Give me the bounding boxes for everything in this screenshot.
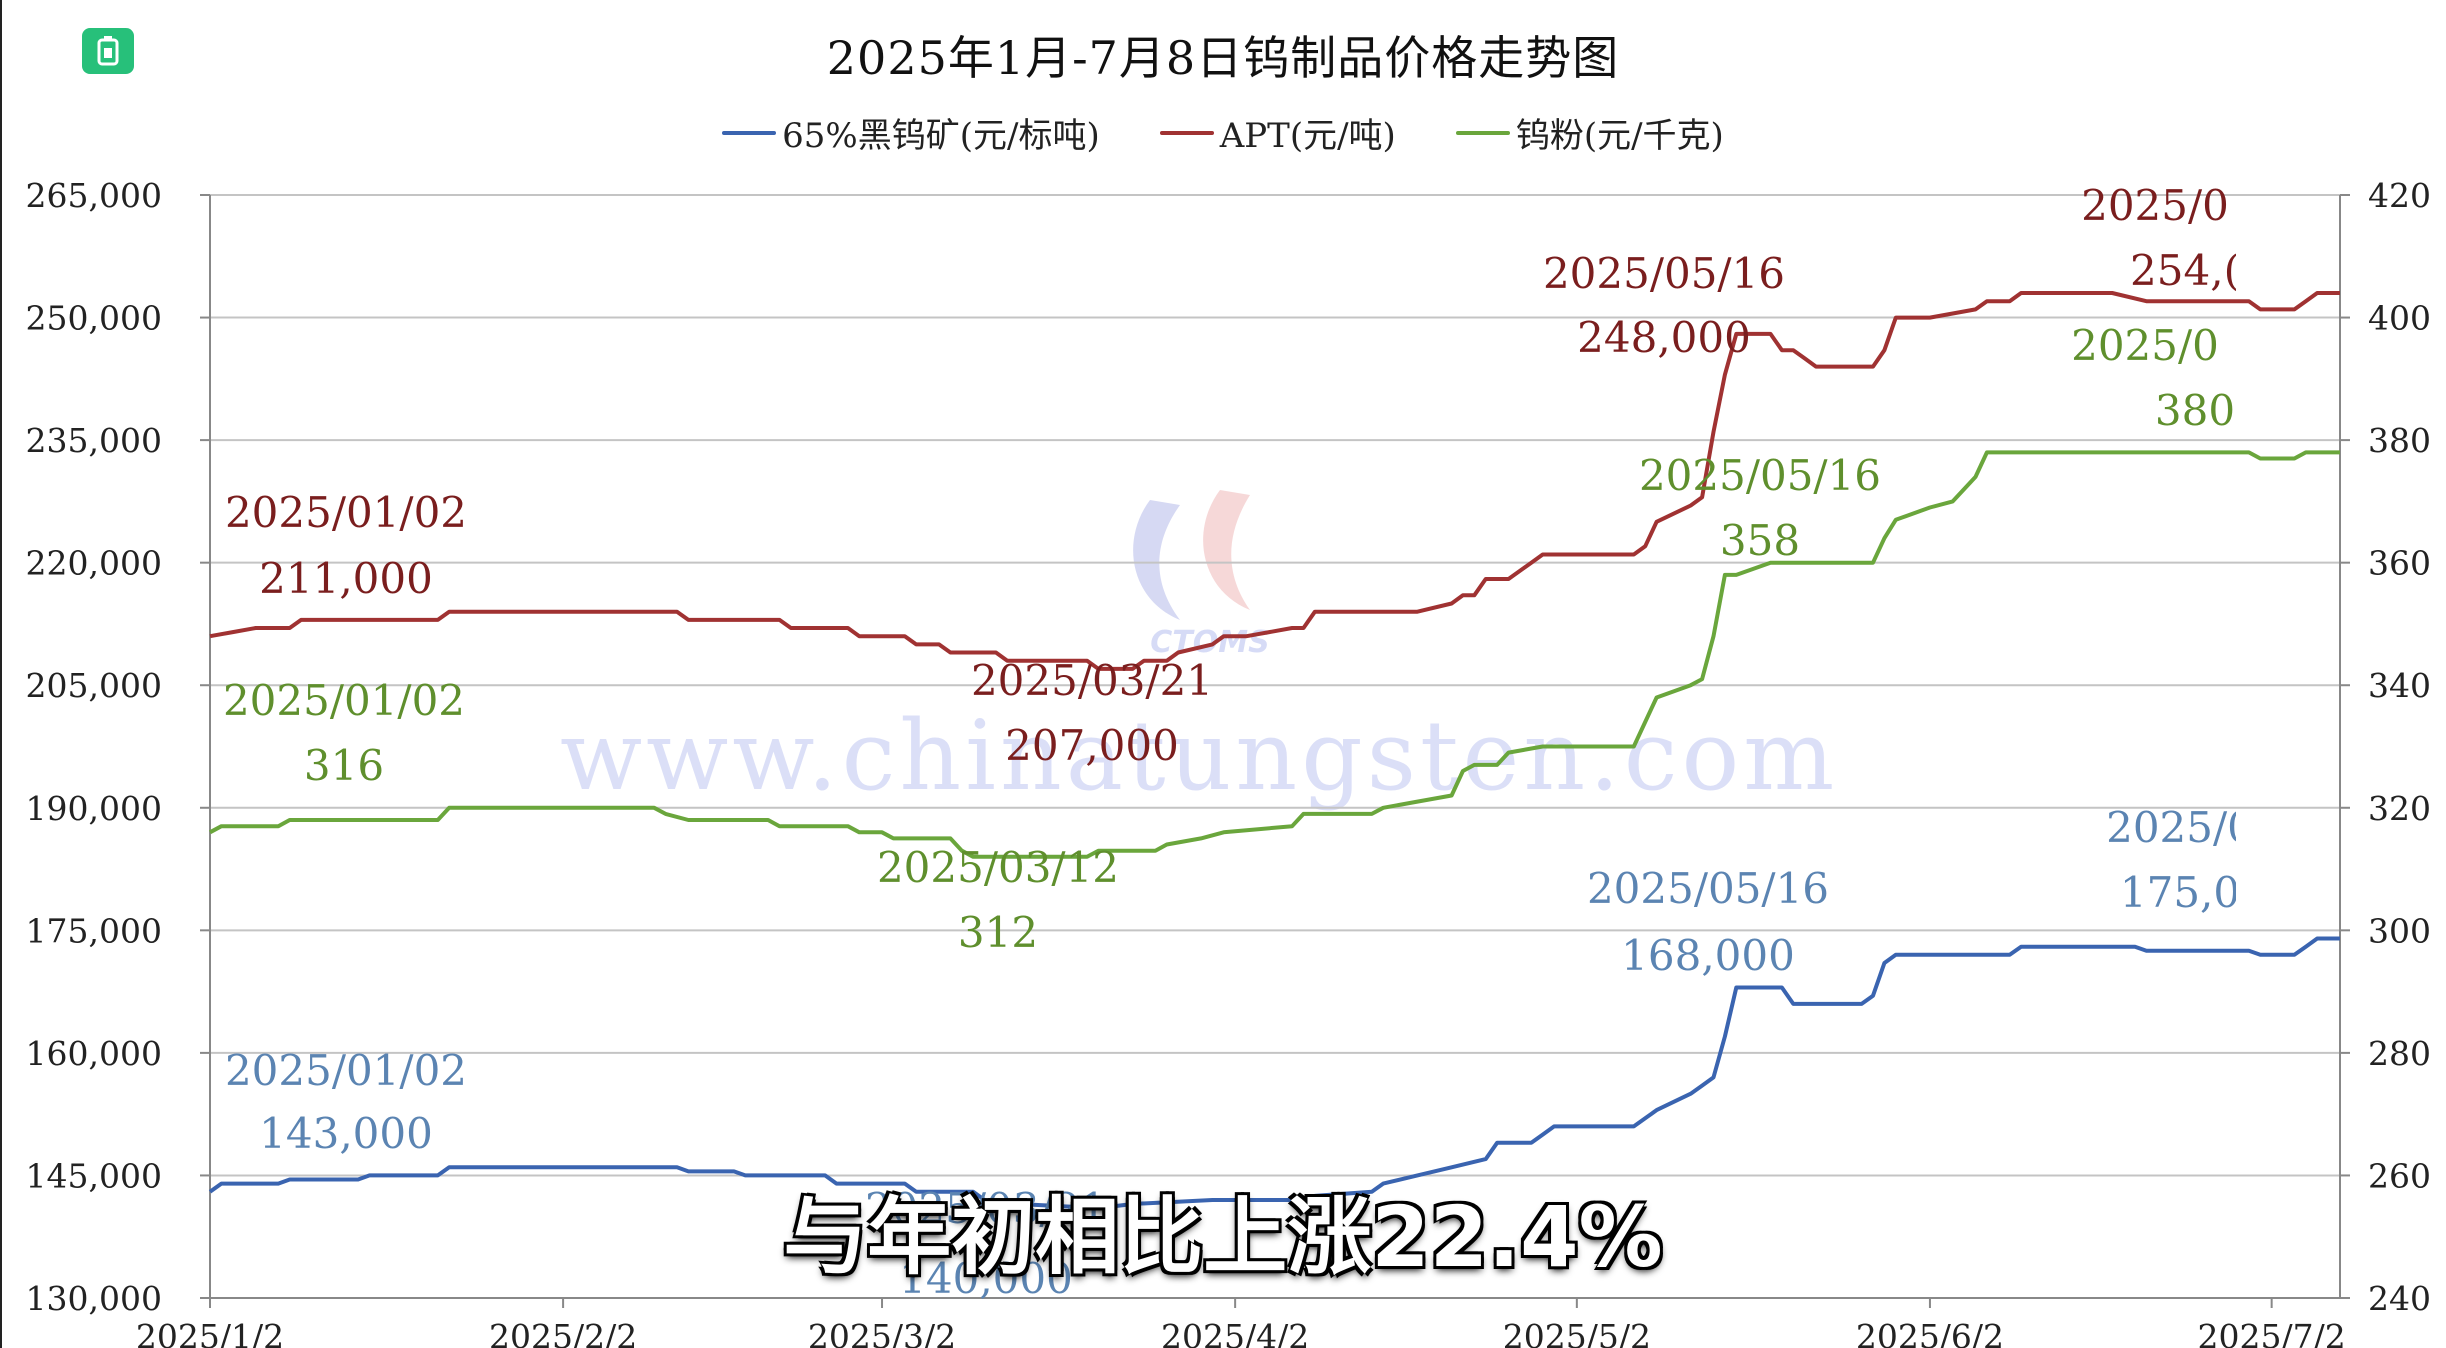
series-line-apt xyxy=(209,291,2340,671)
y-right-tick-label: 400 xyxy=(2368,299,2431,338)
legend-swatch-apt xyxy=(1159,130,1214,135)
data-label-date: 2025/03/21 xyxy=(971,656,1213,705)
data-label-value: 143,000 xyxy=(259,1109,433,1158)
y-left-tick-label: 265,000 xyxy=(26,176,162,215)
y-left-tick-label: 130,000 xyxy=(26,1279,162,1318)
data-label-date: 2025/0 xyxy=(2081,181,2229,230)
y-right-tick-label: 340 xyxy=(2368,666,2431,705)
x-tick-label: 2025/3/2 xyxy=(808,1317,956,1348)
chart-title: 2025年1月-7月8日钨制品价格走势图 xyxy=(826,31,1620,85)
y-left-tick-label: 205,000 xyxy=(26,666,162,705)
data-label-value: 316 xyxy=(304,741,384,790)
y-left-tick-label: 175,000 xyxy=(26,911,162,950)
x-tick-label: 2025/4/2 xyxy=(1161,1317,1309,1348)
data-label-date: 2025/01/02 xyxy=(225,1046,467,1095)
watermark-text: www.chinatungsten.com xyxy=(560,700,1839,812)
y-right-tick-label: 300 xyxy=(2368,911,2431,950)
x-tick-label: 2025/1/2 xyxy=(136,1317,284,1348)
data-label-value: 248,000 xyxy=(1577,313,1751,362)
y-left-tick-label: 190,000 xyxy=(26,789,162,828)
data-label-value: 207,000 xyxy=(1005,721,1179,770)
y-left-tick-label: 145,000 xyxy=(26,1156,162,1195)
data-label-date: 2025/0 xyxy=(2071,321,2219,370)
watermark-logo-text: CTOMS xyxy=(1150,625,1269,660)
video-subtitle: 与年初相比上涨22.4% xyxy=(783,1188,1663,1286)
legend-label-apt: APT(元/吨) xyxy=(1219,116,1396,156)
legend-item-apt: APT(元/吨) xyxy=(1159,108,1396,157)
legend-swatch-powder xyxy=(1455,130,1510,135)
y-right-tick-label: 260 xyxy=(2368,1156,2431,1195)
y-right-tick-label: 420 xyxy=(2368,176,2431,215)
x-tick-label: 2025/6/2 xyxy=(1856,1317,2004,1348)
battery-icon[interactable] xyxy=(82,28,134,74)
x-tick-label: 2025/5/2 xyxy=(1503,1317,1651,1348)
y-right-tick-label: 320 xyxy=(2368,789,2431,828)
data-label-value: 380 xyxy=(2155,386,2235,435)
data-label-value: 254,( xyxy=(2130,246,2240,295)
data-label-date: 2025/05/16 xyxy=(1639,451,1881,500)
y-left-tick-label: 235,000 xyxy=(26,421,162,460)
y-right-tick-label: 240 xyxy=(2368,1279,2431,1318)
legend-item-powder: 钨粉(元/千克) xyxy=(1455,108,1724,157)
data-label-value: 312 xyxy=(958,908,1038,957)
legend-swatch-ore xyxy=(722,130,777,135)
data-label-value: 175,0 xyxy=(2120,868,2240,917)
data-label-date: 2025/05/16 xyxy=(1543,249,1785,298)
data-label-value: 211,000 xyxy=(259,554,433,603)
data-label-value: 168,000 xyxy=(1621,931,1795,980)
watermark-logo: CTOMS xyxy=(1133,490,1270,660)
chart-legend: 65%黑钨矿(元/标吨) APT(元/吨) 钨粉(元/千克) xyxy=(0,108,2446,157)
data-label-date: 2025/03/12 xyxy=(877,843,1119,892)
y-right-tick-label: 360 xyxy=(2368,544,2431,583)
series-line-ore xyxy=(208,936,2340,1211)
legend-item-ore: 65%黑钨矿(元/标吨) xyxy=(722,108,1100,157)
y-left-tick-label: 160,000 xyxy=(26,1034,162,1073)
x-tick-label: 2025/7/2 xyxy=(2198,1317,2346,1348)
y-right-tick-label: 380 xyxy=(2368,421,2431,460)
data-label-date: 2025/0 xyxy=(2106,803,2254,852)
series-line-powder xyxy=(209,450,2340,859)
data-label-value: 140,000 xyxy=(899,1254,1073,1303)
data-label-value: 358 xyxy=(1720,516,1800,565)
data-label-date: 2025/01/02 xyxy=(223,676,465,725)
data-label-date: 2025/01/02 xyxy=(225,488,467,537)
y-left-tick-label: 250,000 xyxy=(26,299,162,338)
legend-label-ore: 65%黑钨矿(元/标吨) xyxy=(782,116,1100,156)
y-left-tick-label: 220,000 xyxy=(26,544,162,583)
y-right-tick-label: 280 xyxy=(2368,1034,2431,1073)
data-label-date: 2025/03/21 xyxy=(865,1184,1107,1233)
legend-label-powder: 钨粉(元/千克) xyxy=(1515,116,1724,156)
x-tick-label: 2025/2/2 xyxy=(489,1317,637,1348)
data-label-date: 2025/05/16 xyxy=(1587,864,1829,913)
